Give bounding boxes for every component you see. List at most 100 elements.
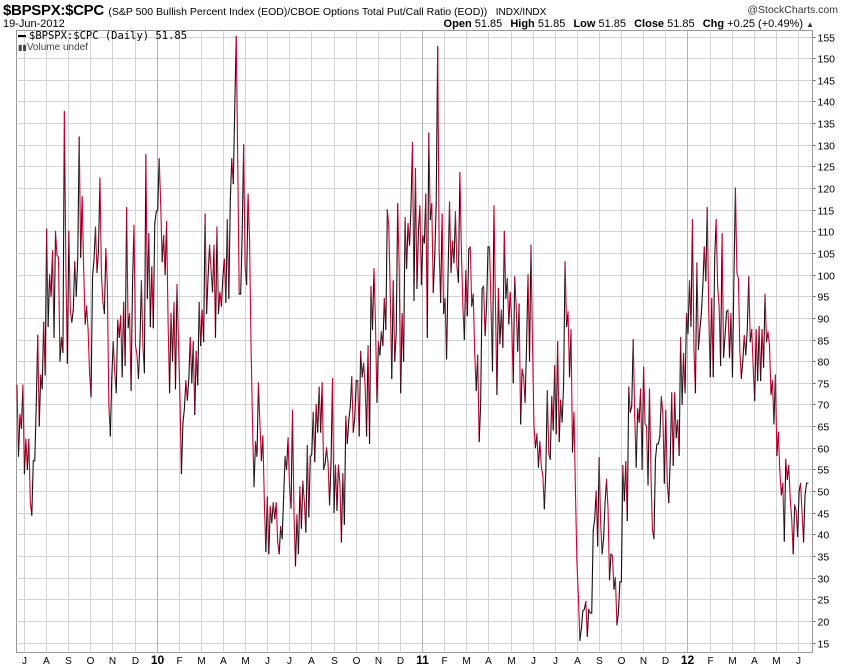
line-segment-down xyxy=(774,374,778,457)
line-segment-down xyxy=(257,382,261,425)
line-segment-down xyxy=(351,376,354,433)
line-segment-down xyxy=(251,423,255,488)
line-segment-down xyxy=(598,457,602,524)
line-segment-down xyxy=(140,280,144,347)
line-segment-up xyxy=(143,154,147,374)
line-segment-down xyxy=(275,502,279,543)
line-segment-down xyxy=(573,411,576,492)
line-segment-up xyxy=(496,287,499,396)
line-segment-up xyxy=(446,274,449,360)
line-segment-up xyxy=(406,223,409,270)
line-segment-down xyxy=(737,277,741,352)
y-tick-label: 50 xyxy=(818,487,830,499)
line-segment-down xyxy=(574,490,578,563)
x-tick-label: J xyxy=(531,656,536,667)
line-segment-down xyxy=(16,384,20,457)
line-segment-down xyxy=(472,293,476,354)
line-segment-down xyxy=(533,425,537,449)
line-segment-down xyxy=(158,158,162,205)
x-tick-label: J xyxy=(553,656,558,667)
line-segment-up xyxy=(597,457,600,547)
line-segment-up xyxy=(763,293,766,368)
line-segment-up xyxy=(681,352,685,406)
open-label: Open xyxy=(443,18,472,30)
line-segment-down xyxy=(86,305,89,331)
line-segment-up xyxy=(797,490,800,538)
line-segment-down xyxy=(734,187,738,274)
line-segment-down xyxy=(37,334,40,427)
line-segment-up xyxy=(174,284,178,390)
line-segment-down xyxy=(68,230,71,311)
line-segment-up xyxy=(672,392,676,467)
line-segment-up xyxy=(72,261,76,311)
line-segment-down xyxy=(497,287,501,345)
line-segment-up xyxy=(186,377,190,401)
line-segment-down xyxy=(54,230,58,256)
line-segment-up xyxy=(328,462,332,506)
line-segment-up xyxy=(194,350,197,415)
line-segment-up xyxy=(217,291,221,315)
line-segment-up xyxy=(579,628,582,641)
line-segment-up xyxy=(246,193,249,286)
line-segment-down xyxy=(99,177,102,276)
chart-date: 19-Jun-2012 xyxy=(3,18,65,30)
high-value: 51.85 xyxy=(537,18,566,30)
exchange-label: INDX/INDX xyxy=(495,7,547,18)
line-segment-down xyxy=(414,168,418,290)
line-segment-down xyxy=(477,354,480,443)
y-tick-label: 65 xyxy=(818,422,830,434)
line-segment-down xyxy=(360,350,363,378)
line-segment-down xyxy=(126,206,129,329)
line-segment-up xyxy=(31,460,34,516)
line-segment-up xyxy=(678,336,682,457)
line-segment-up xyxy=(358,350,362,437)
line-segment-up xyxy=(601,538,605,555)
x-tick-label: 11 xyxy=(416,653,429,667)
line-segment-up xyxy=(668,458,671,504)
x-tick-label: 12 xyxy=(681,653,695,667)
y-tick-label: 120 xyxy=(818,184,836,196)
x-tick-label: N xyxy=(640,656,647,667)
line-segment-down xyxy=(660,396,664,413)
line-segment-up xyxy=(197,301,200,386)
line-segment-down xyxy=(133,224,137,347)
line-segment-down xyxy=(509,291,513,323)
line-segment-down xyxy=(588,608,591,614)
line-segment-up xyxy=(34,403,37,462)
line-segment-down xyxy=(57,256,61,362)
line-segment-up xyxy=(617,581,621,614)
x-tick-label: M xyxy=(728,656,736,667)
line-segment-up xyxy=(379,331,382,356)
y-tick-label: 15 xyxy=(818,639,830,651)
line-segment-up xyxy=(563,261,566,386)
line-segment-down xyxy=(767,331,771,347)
line-segment-up xyxy=(804,482,808,496)
x-tick-label: A xyxy=(220,656,227,667)
y-tick-label: 55 xyxy=(818,465,830,477)
line-segment-up xyxy=(180,423,184,475)
line-segment-down xyxy=(398,266,402,394)
line-segment-up xyxy=(394,332,397,362)
line-segment-down xyxy=(460,250,464,307)
line-segment-up xyxy=(59,336,62,362)
volume-bars-icon: ▮▮ xyxy=(18,43,27,52)
line-segment-up xyxy=(549,396,553,461)
close-label: Close xyxy=(634,18,665,30)
line-segment-up xyxy=(760,329,763,382)
low-label: Low xyxy=(573,18,596,30)
line-segment-down xyxy=(751,329,754,368)
line-segment-up xyxy=(426,132,430,338)
line-segment-down xyxy=(779,471,782,496)
line-segment-up xyxy=(256,382,260,457)
line-segment-up xyxy=(294,514,298,567)
line-segment-up xyxy=(115,319,119,394)
line-segment-down xyxy=(428,132,431,221)
line-segment-up xyxy=(75,258,79,297)
line-segment-up xyxy=(182,408,185,425)
line-segment-up xyxy=(620,464,624,583)
line-segment-down xyxy=(388,226,391,297)
y-tick-label: 105 xyxy=(818,249,836,261)
line-segment-up xyxy=(130,281,134,392)
line-segment-up xyxy=(480,287,483,406)
up-arrow-icon: ▲ xyxy=(806,20,814,29)
